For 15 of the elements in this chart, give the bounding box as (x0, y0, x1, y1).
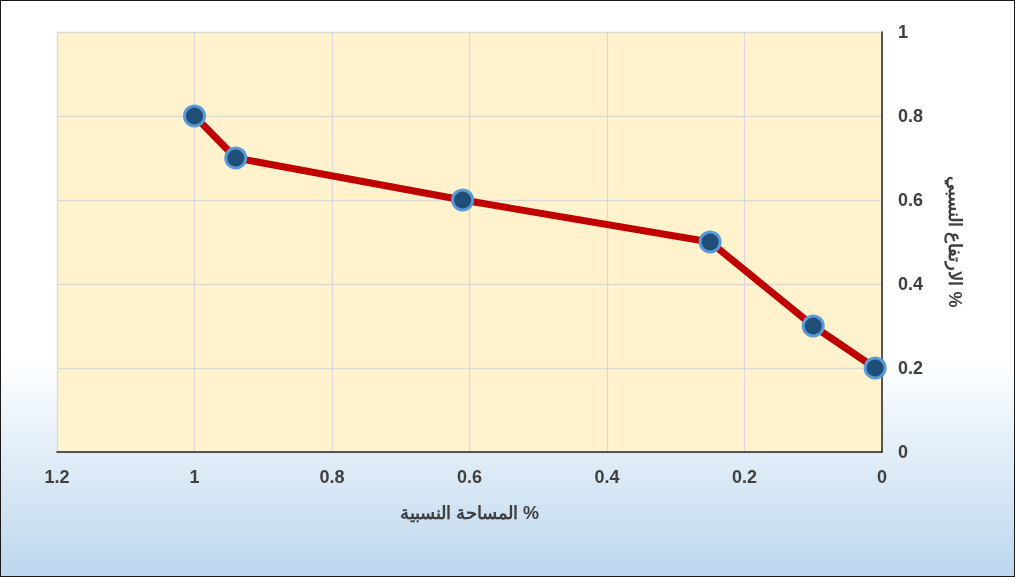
x-tick-label: 0 (876, 467, 888, 487)
x-axis-title: المساحة النسبية % (399, 503, 540, 523)
y-tick-label: 0.6 (898, 190, 924, 210)
x-tick-label: 0.8 (319, 467, 345, 487)
x-tick-label: 1 (189, 467, 200, 487)
y-axis-title: الارتفاع النسبي % (944, 176, 965, 308)
x-tick-label: 1.2 (44, 467, 70, 487)
y-tick-label: 0.4 (898, 274, 924, 294)
y-tick-label: 0.2 (898, 358, 924, 378)
x-tick-label: 0.2 (731, 467, 758, 487)
x-tick-label: 0.6 (456, 467, 483, 487)
y-tick-label: 0 (898, 442, 909, 462)
y-tick-label: 0.8 (898, 106, 924, 126)
y-tick-label: 1 (898, 22, 909, 42)
x-tick-label: 0.4 (594, 467, 620, 487)
